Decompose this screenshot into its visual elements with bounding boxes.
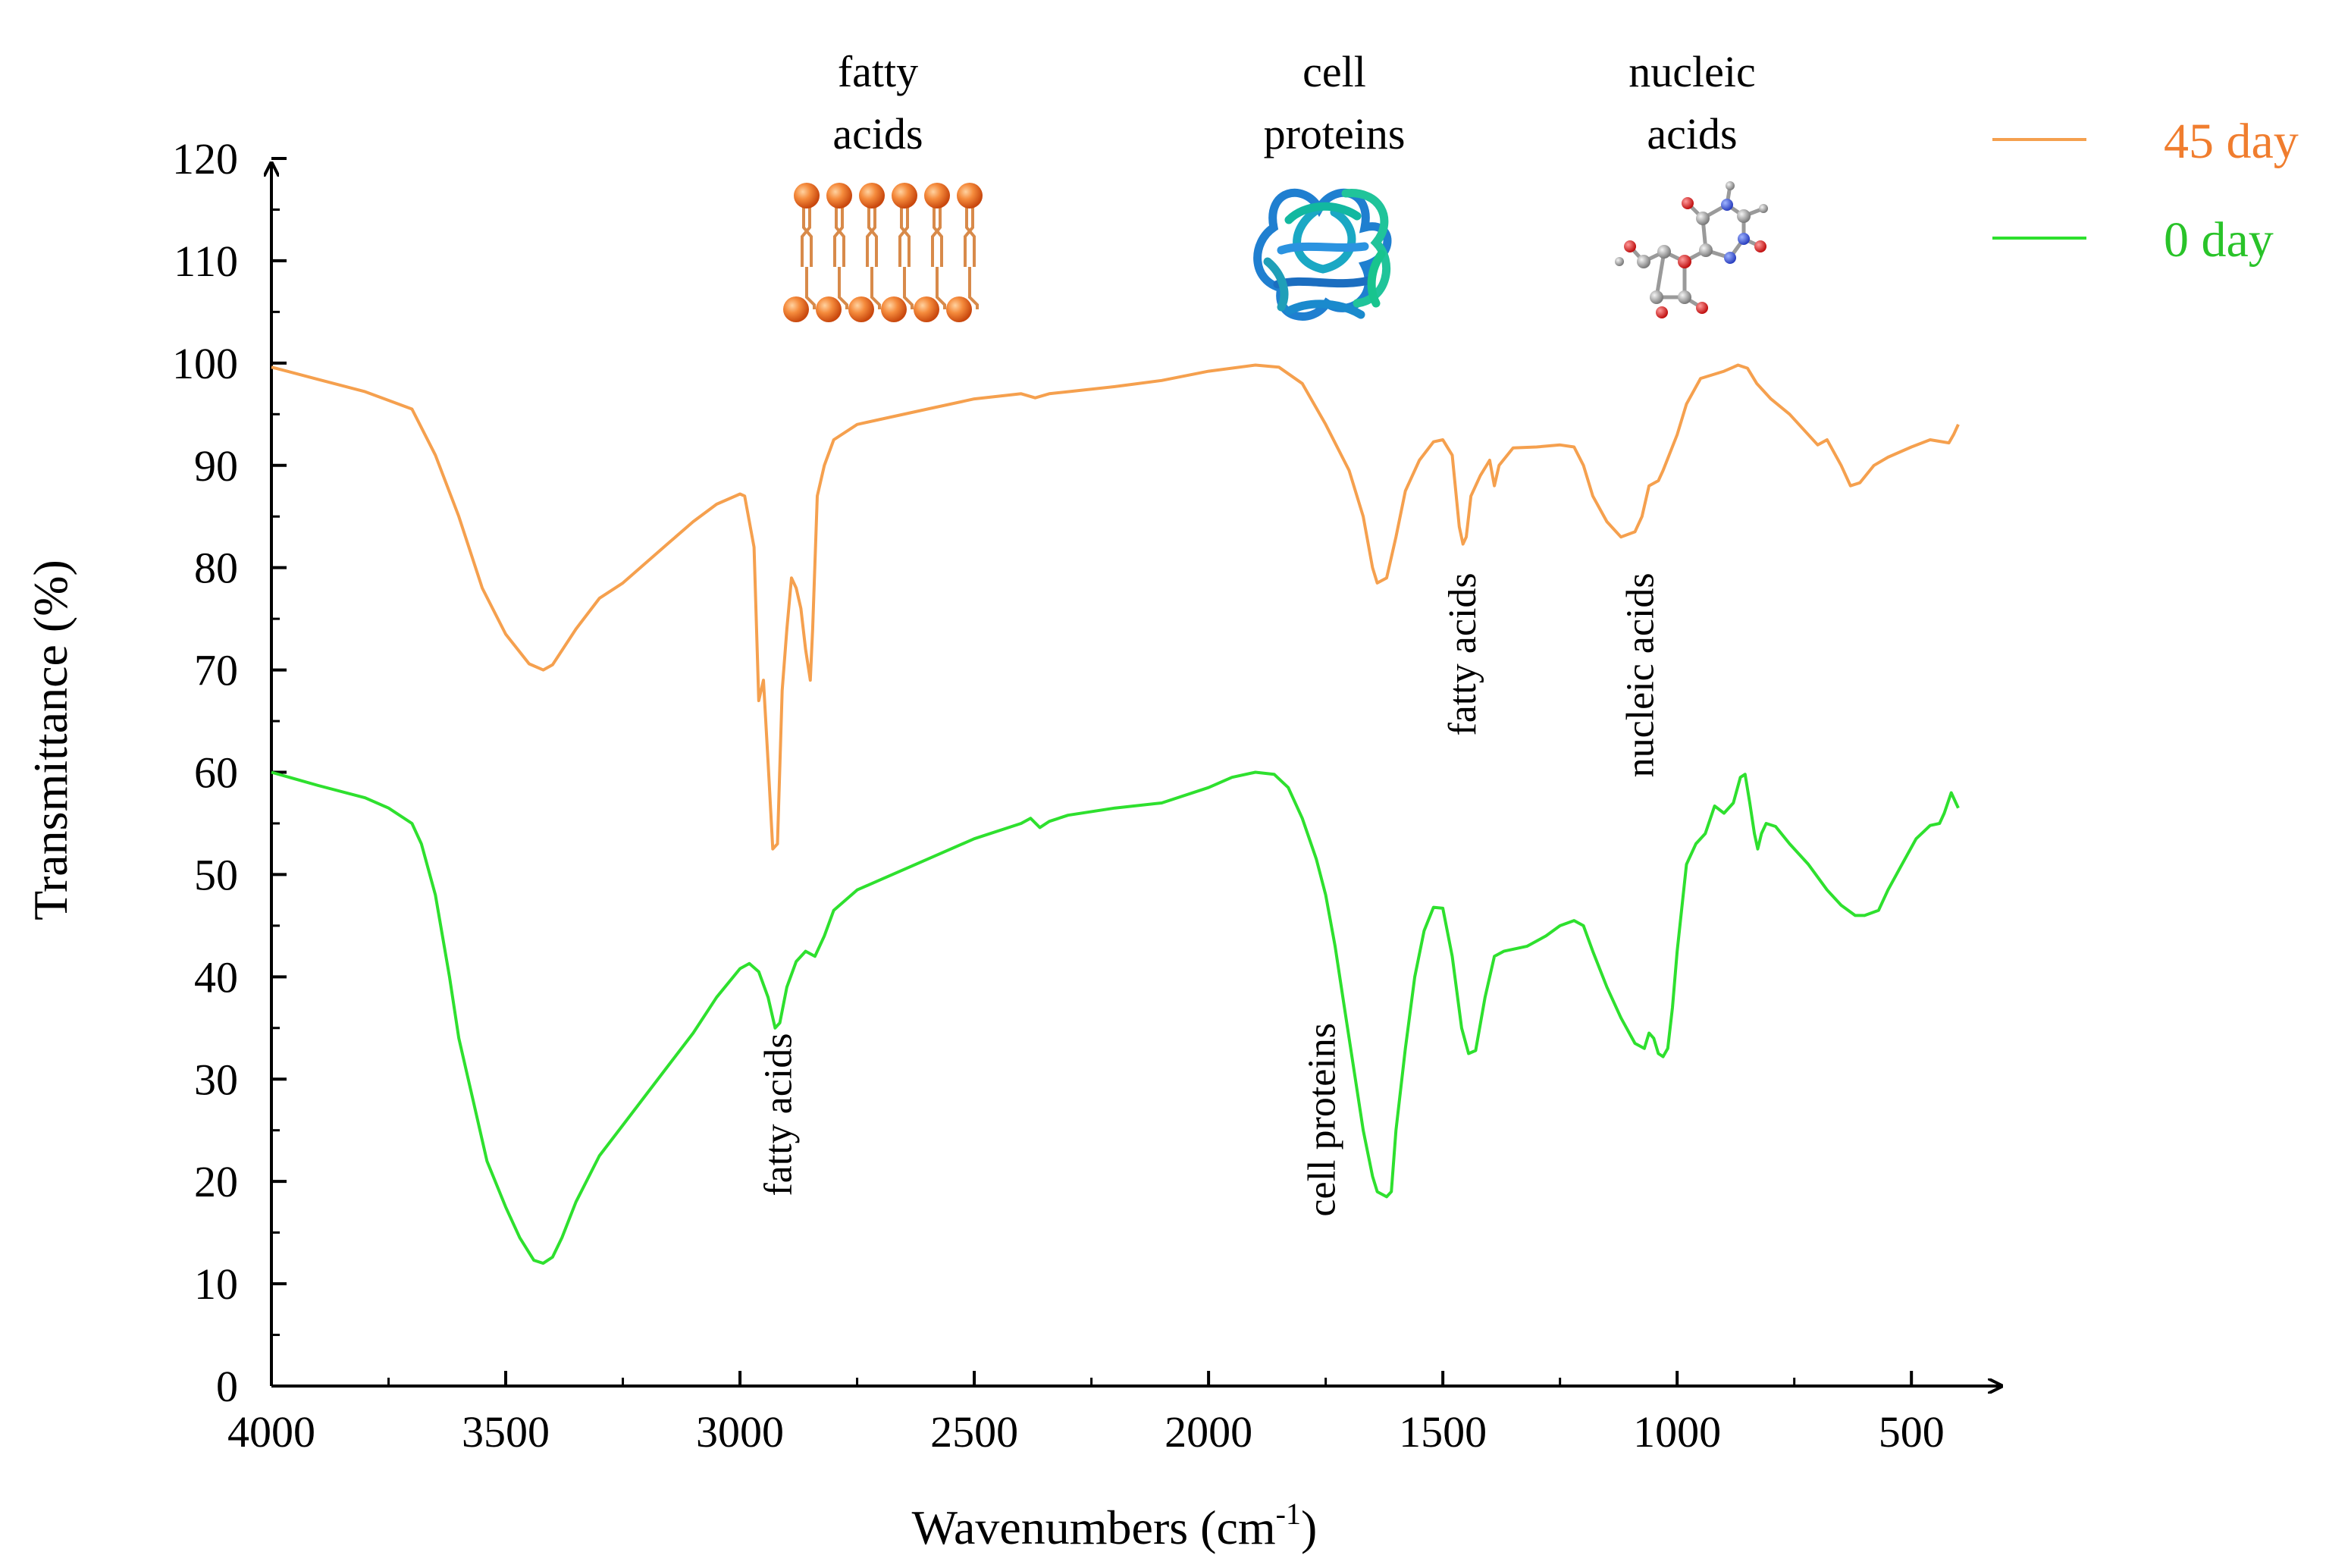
group-label-cell-proteins-line-2: proteins [1264, 109, 1406, 158]
group-label-fatty-acids-line-1: fatty [838, 47, 918, 96]
x-tick-label-500: 500 [1879, 1407, 1945, 1457]
x-axis-title: Wavenumbers (cm-1) [912, 1497, 1318, 1554]
x-axis-ticks: 4000 3500 3000 2500 2000 1500 1000 500 [227, 1371, 1945, 1457]
series-line-45-day [271, 363, 1960, 851]
y-tick-label-50: 50 [194, 850, 238, 899]
legend-label-0-day: 0 day [2164, 212, 2274, 268]
series-layer [271, 363, 1960, 1265]
x-tick-label-1500: 1500 [1399, 1407, 1487, 1457]
y-tick-label-100: 100 [172, 339, 238, 388]
legend: 45 day 0 day [1992, 114, 2299, 268]
peak-label-cell-proteins: cell proteins [1300, 1023, 1343, 1217]
peak-label-nucleic-acids: nucleic acids [1619, 572, 1663, 777]
x-tick-label-1000: 1000 [1633, 1407, 1721, 1457]
y-tick-label-80: 80 [194, 544, 238, 593]
y-axis-ticks: 0 10 20 30 40 50 60 70 80 90 100 110 120 [172, 134, 287, 1411]
y-tick-label-40: 40 [194, 952, 238, 1002]
legend-entry-45-day: 45 day [1992, 114, 2299, 169]
x-tick-label-2500: 2500 [930, 1407, 1018, 1457]
group-label-cell-proteins-line-1: cell [1302, 47, 1366, 96]
y-tick-label-110: 110 [174, 237, 238, 286]
y-tick-label-70: 70 [194, 646, 238, 695]
x-tick-label-4000: 4000 [227, 1407, 315, 1457]
y-tick-label-90: 90 [194, 441, 238, 491]
nucleic-acid-molecule-icon [1615, 181, 1768, 318]
y-tick-label-60: 60 [194, 748, 238, 798]
legend-entry-0-day: 0 day [1992, 212, 2274, 268]
group-label-nucleic-acids-line-1: nucleic [1628, 47, 1755, 96]
legend-label-45-day: 45 day [2164, 114, 2299, 169]
y-tick-label-30: 30 [194, 1055, 238, 1104]
lipid-bilayer-icon [783, 183, 983, 322]
x-tick-label-3500: 3500 [462, 1407, 550, 1457]
x-tick-label-2000: 2000 [1165, 1407, 1252, 1457]
protein-icon [1253, 188, 1392, 321]
y-axis-title: Transmittance (%) [24, 560, 77, 920]
group-label-fatty-acids-line-2: acids [832, 109, 923, 158]
peak-label-fatty-acids: fatty acids [757, 1033, 801, 1196]
group-label-nucleic-acids-line-2: acids [1647, 109, 1737, 158]
y-tick-label-0: 0 [216, 1362, 238, 1411]
peak-label-fatty-acids: fatty acids [1441, 572, 1484, 735]
group-label-nucleic-acids: nucleic acids [1628, 47, 1755, 158]
peak-annotations: fatty acids cell proteins fatty acids nucle… [757, 572, 1663, 1216]
group-label-cell-proteins: cell proteins [1264, 47, 1406, 158]
x-tick-label-3000: 3000 [696, 1407, 784, 1457]
y-tick-label-10: 10 [194, 1259, 238, 1309]
group-label-fatty-acids: fatty acids [832, 47, 923, 158]
y-tick-label-120: 120 [172, 134, 238, 183]
series-line-0-day [271, 770, 1960, 1265]
y-tick-label-20: 20 [194, 1157, 238, 1206]
